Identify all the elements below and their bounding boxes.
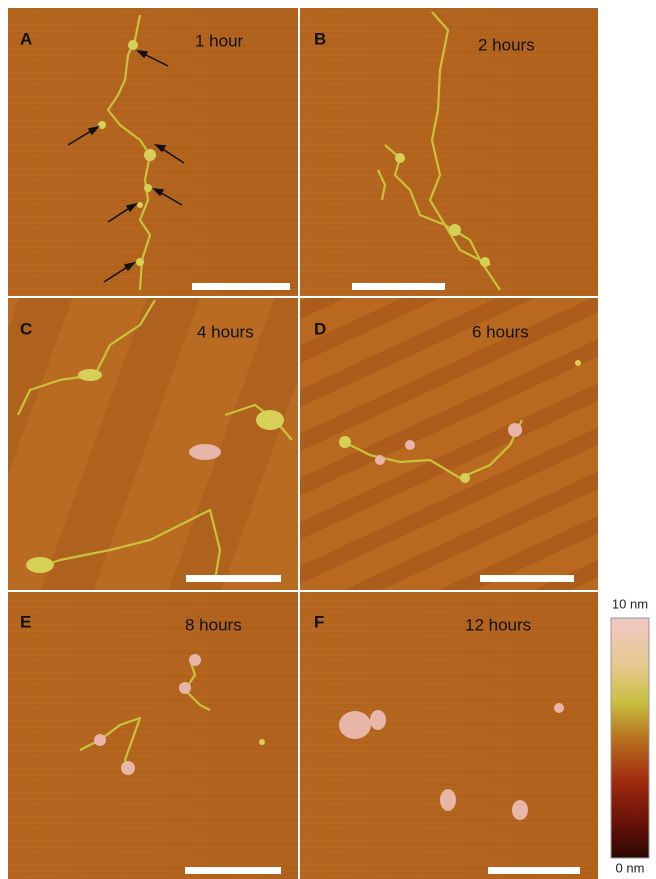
protein-cluster	[449, 224, 461, 236]
protein-cluster	[370, 710, 386, 730]
scale-bar	[186, 575, 281, 582]
scale-bar	[488, 867, 580, 874]
panel-letter: E	[20, 612, 31, 631]
protein-cluster	[259, 739, 265, 745]
panel-d: D 6 hours	[300, 298, 598, 590]
protein-cluster	[339, 711, 371, 739]
afm-image	[8, 298, 298, 590]
protein-cluster	[575, 360, 581, 366]
protein-cluster	[375, 455, 385, 465]
protein-cluster	[98, 121, 106, 129]
protein-cluster	[440, 789, 456, 811]
afm-image	[300, 8, 598, 296]
time-label: 4 hours	[197, 322, 254, 341]
protein-cluster	[554, 703, 564, 713]
scale-bar	[480, 575, 574, 582]
protein-cluster	[94, 734, 106, 746]
protein-cluster	[512, 800, 528, 820]
panel-letter: A	[20, 29, 32, 48]
panel-letter: B	[314, 29, 326, 48]
protein-cluster	[405, 440, 415, 450]
color-bar: 10 nm 0 nm	[611, 596, 649, 875]
scale-bar	[352, 283, 445, 290]
protein-cluster	[339, 436, 351, 448]
time-label: 6 hours	[472, 322, 529, 341]
protein-cluster	[144, 184, 152, 192]
protein-cluster	[395, 153, 405, 163]
protein-cluster	[26, 557, 54, 573]
time-label: 2 hours	[478, 35, 535, 54]
colorbar-min-label: 0 nm	[616, 860, 645, 875]
time-label: 8 hours	[185, 615, 242, 634]
scale-bar	[185, 867, 281, 874]
protein-cluster	[78, 369, 102, 381]
panel-b: B 2 hours	[300, 8, 598, 296]
panel-e: E 8 hours	[8, 592, 298, 879]
panel-letter: C	[20, 319, 32, 338]
panel-c: C 4 hours	[8, 298, 298, 590]
time-label: 1 hour	[195, 31, 244, 50]
colorbar-max-label: 10 nm	[612, 596, 648, 611]
protein-cluster	[189, 444, 221, 460]
protein-cluster	[460, 473, 470, 483]
color-scale	[611, 618, 649, 858]
protein-cluster	[189, 654, 201, 666]
panel-letter: D	[314, 319, 326, 338]
protein-cluster	[480, 257, 490, 267]
time-label: 12 hours	[465, 615, 531, 634]
panel-letter: F	[314, 612, 324, 631]
panel-a: A 1 hour	[8, 8, 298, 296]
panel-f: F 12 hours	[300, 592, 598, 879]
protein-cluster	[136, 258, 144, 266]
protein-cluster	[256, 410, 284, 430]
protein-cluster	[144, 149, 156, 161]
protein-cluster	[179, 682, 191, 694]
figure: A 1 hour B 2 hours C 4 hours	[0, 0, 656, 879]
scale-bar	[192, 283, 290, 290]
afm-image	[8, 592, 298, 879]
protein-cluster	[121, 761, 135, 775]
protein-cluster	[508, 423, 522, 437]
protein-cluster	[128, 40, 138, 50]
